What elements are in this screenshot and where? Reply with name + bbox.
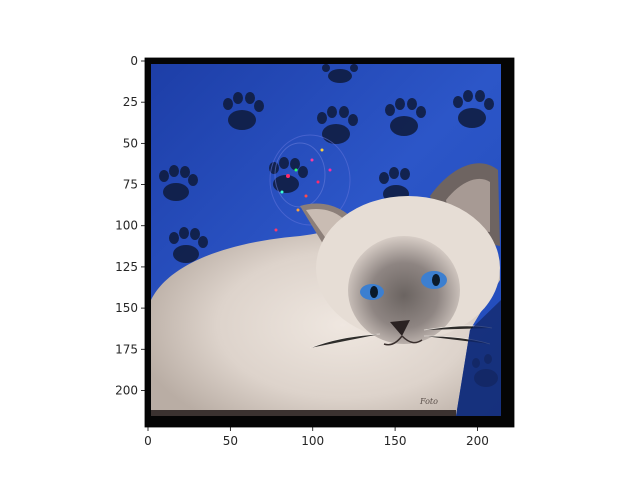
cat-nose (390, 320, 410, 336)
photo: Foto (145, 58, 514, 427)
y-tick-label: 100 (115, 219, 138, 233)
x-tick-label: 50 (223, 434, 238, 448)
x-tick-label: 100 (301, 434, 324, 448)
x-tick-label: 0 (144, 434, 152, 448)
y-tick-label: 150 (115, 301, 138, 315)
y-tick-label: 50 (123, 136, 138, 150)
axes-frame (144, 57, 515, 428)
x-tick-label: 150 (384, 434, 407, 448)
x-axis: 0 50 100 150 200 (144, 427, 489, 448)
y-axis: 0 25 50 75 100 125 150 175 200 (115, 54, 145, 397)
y-tick-label: 175 (115, 342, 138, 356)
y-tick-label: 25 (123, 95, 138, 109)
noise-patch (269, 134, 351, 232)
cat-eyes (360, 271, 447, 300)
x-tick-label: 200 (466, 434, 489, 448)
watermark: Foto (419, 397, 438, 406)
y-tick-label: 125 (115, 260, 138, 274)
y-tick-label: 75 (123, 178, 138, 192)
y-tick-label: 200 (115, 383, 138, 397)
y-tick-label: 0 (130, 54, 138, 68)
